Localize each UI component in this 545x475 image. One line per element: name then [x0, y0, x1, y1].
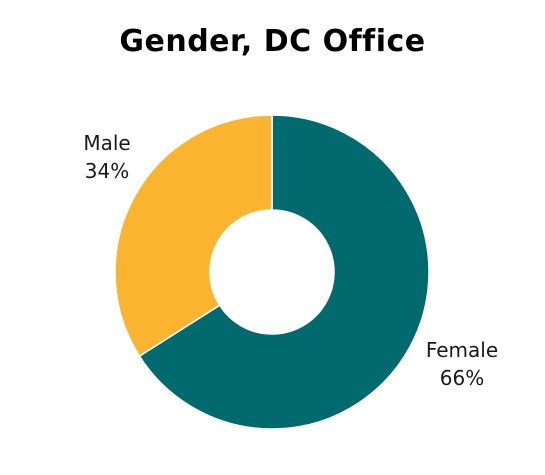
slice-labels: Female 66% Male 34%: [83, 131, 498, 390]
slice-percent-female: 66%: [440, 366, 484, 390]
slice-male: [114, 114, 273, 358]
slice-label-female: Female: [426, 338, 498, 362]
slice-label-male: Male: [83, 131, 130, 155]
slice-percent-male: 34%: [85, 159, 129, 183]
donut-slices: [114, 114, 430, 430]
slice-female: [138, 114, 430, 430]
chart-title: Gender, DC Office: [119, 24, 426, 59]
